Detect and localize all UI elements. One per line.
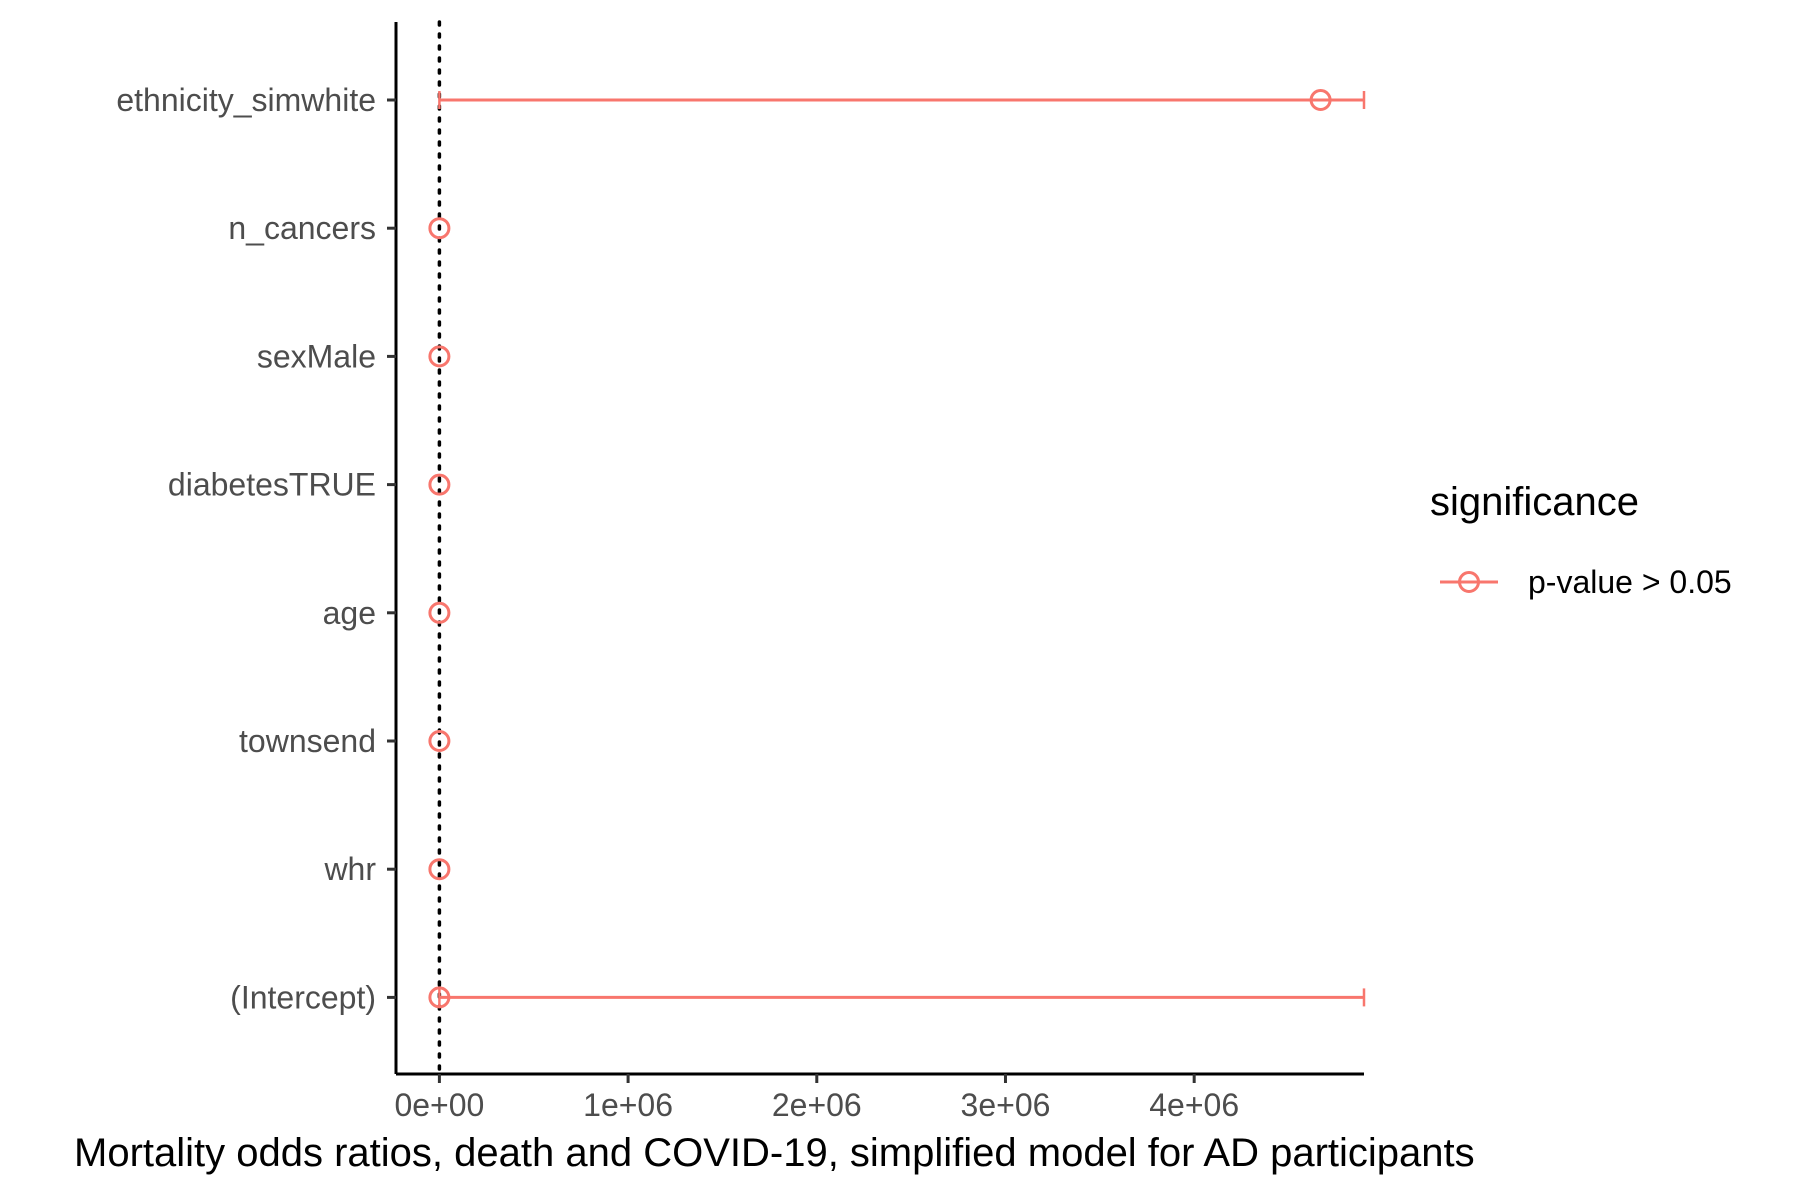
- chart-caption: Mortality odds ratios, death and COVID-1…: [74, 1131, 1475, 1175]
- y-tick-label: sexMale: [257, 338, 376, 374]
- x-tick-label: 0e+00: [394, 1087, 484, 1123]
- legend-title: significance: [1430, 480, 1639, 524]
- x-tick-label: 4e+06: [1149, 1087, 1239, 1123]
- estimate-point: [428, 345, 451, 368]
- x-tick-label: 3e+06: [961, 1087, 1051, 1123]
- y-tick-label: age: [323, 595, 376, 631]
- x-tick-label: 2e+06: [772, 1087, 862, 1123]
- y-tick-label: n_cancers: [228, 210, 376, 246]
- y-tick-label: (Intercept): [230, 979, 376, 1015]
- x-tick-label: 1e+06: [583, 1087, 673, 1123]
- legend: significance p-value > 0.05: [1430, 480, 1732, 600]
- estimate-point: [428, 986, 451, 1009]
- y-tick-label: diabetesTRUE: [168, 467, 376, 503]
- estimate-point: [428, 730, 451, 752]
- estimate-point: [428, 217, 451, 240]
- plot-marks: [428, 20, 1366, 1076]
- estimate-point: [428, 473, 451, 496]
- legend-entry-label: p-value > 0.05: [1528, 564, 1732, 600]
- legend-key-point: [1458, 571, 1480, 593]
- estimate-point: [428, 601, 451, 624]
- y-tick-label: whr: [323, 851, 376, 887]
- estimate-point: [428, 858, 451, 881]
- axes: (Intercept) whr townsend age diabetesTRUE sex…: [116, 22, 1364, 1123]
- y-tick-label: townsend: [239, 723, 376, 759]
- y-tick-label: ethnicity_simwhite: [116, 82, 376, 118]
- estimate-point: [1309, 89, 1332, 111]
